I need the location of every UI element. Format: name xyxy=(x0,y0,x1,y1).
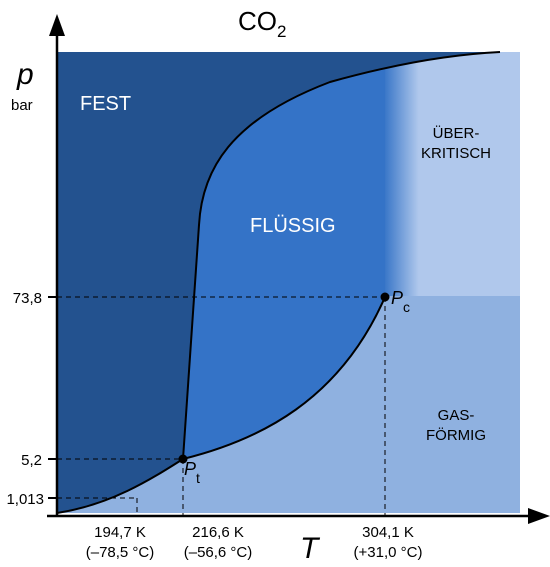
critical-point-marker xyxy=(380,292,390,302)
guide-lines xyxy=(57,296,386,516)
y-axis-unit: bar xyxy=(11,97,33,114)
melting-curve xyxy=(182,51,501,460)
region-label-supercritical-2: KRITISCH xyxy=(421,145,491,162)
liquid-region xyxy=(183,52,520,459)
axes xyxy=(47,32,537,518)
x-tick-label-1947-kelvin: 194,7 K xyxy=(94,524,146,541)
y-tick-label-738: 73,8 xyxy=(13,290,42,307)
region-label-gas-2: FÖRMIG xyxy=(426,426,486,444)
x-axis-symbol: T xyxy=(300,532,321,565)
sublimation-curve xyxy=(56,458,184,514)
critical-point-label: Pc xyxy=(391,288,410,315)
region-label-supercritical-1: ÜBER- xyxy=(433,124,480,142)
gas-region-lower xyxy=(57,297,385,513)
x-axis-arrow xyxy=(528,508,550,524)
region-label-gas-1: GAS- xyxy=(438,407,475,424)
y-tick-marks xyxy=(48,296,57,499)
x-tick-label-1947-celsius: (–78,5 °C) xyxy=(86,544,155,561)
triple-point-label: Pt xyxy=(184,459,200,486)
x-tick-label-3041-kelvin: 304,1 K xyxy=(362,524,414,541)
y-tick-label-52: 5,2 xyxy=(21,452,42,469)
region-label-solid: FEST xyxy=(80,93,131,115)
vaporization-curve xyxy=(182,296,386,460)
x-tick-label-2166-kelvin: 216,6 K xyxy=(192,524,244,541)
x-tick-label-3041-celsius: (+31,0 °C) xyxy=(354,544,423,561)
chart-title: CO2 xyxy=(238,6,286,41)
x-tick-label-2166-celsius: (–56,6 °C) xyxy=(184,544,253,561)
y-tick-label-1013: 1,013 xyxy=(6,491,44,508)
y-axis-symbol: p xyxy=(16,58,34,91)
solid-region xyxy=(57,52,500,513)
triple-point-marker xyxy=(178,454,188,464)
y-axis-arrow xyxy=(49,14,65,36)
supercritical-region xyxy=(385,52,520,296)
region-label-liquid: FLÜSSIG xyxy=(250,215,336,237)
